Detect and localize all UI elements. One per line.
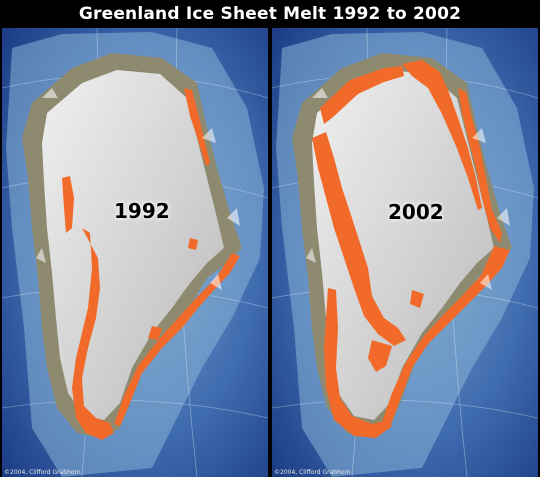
ice-sheet	[312, 70, 494, 420]
melt-area-2002	[312, 60, 510, 438]
year-label-2002: 2002	[388, 200, 444, 224]
map-1992	[2, 28, 268, 477]
coastal-mountains	[306, 88, 510, 290]
copyright-2002: ©2004, Clifford Grabhorn	[274, 469, 351, 476]
coastal-mountains	[36, 88, 240, 290]
figure-title: Greenland Ice Sheet Melt 1992 to 2002	[78, 4, 462, 24]
melt-area-1992	[62, 88, 240, 440]
map-2002	[272, 28, 538, 477]
copyright-1992: ©2004, Clifford Grabhorn	[4, 469, 81, 476]
map-panel-1992: 1992 ©2004, Clifford Grabhorn	[2, 28, 268, 477]
year-label-1992: 1992	[114, 199, 170, 223]
map-panel-2002: 2002 ©2004, Clifford Grabhorn	[272, 28, 538, 477]
